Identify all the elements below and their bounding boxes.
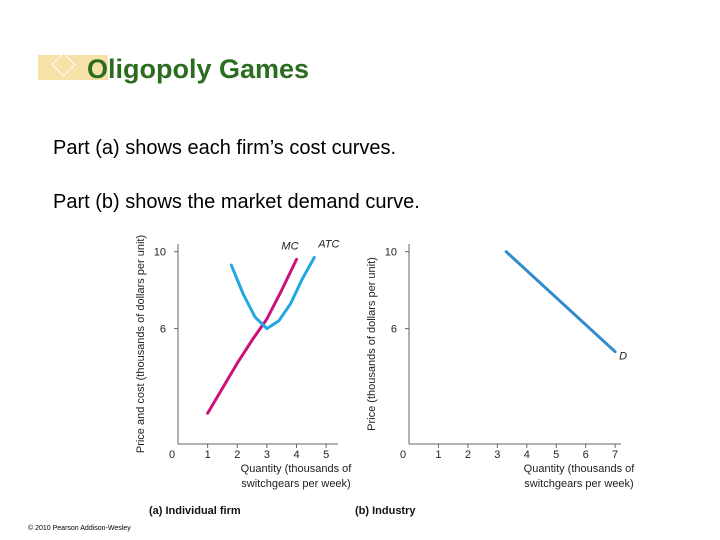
- ticks-industry: [405, 251, 616, 448]
- industry-panel-title: (b) Industry: [355, 505, 416, 517]
- industry-series-label-d: D: [619, 351, 627, 363]
- series-individual-firm: [206, 255, 316, 415]
- series-industry: [504, 250, 617, 354]
- individual-firm-x-tick-label-3: 3: [264, 449, 270, 461]
- industry-x-axis-title-line-1: Quantity (thousands of: [524, 463, 636, 475]
- individual-firm-y-tick-label-6: 6: [160, 324, 166, 336]
- industry-origin-label: 0: [400, 449, 406, 461]
- industry-y-tick-label-10: 10: [385, 247, 397, 259]
- individual-firm-series-mc-line: [206, 257, 299, 415]
- industry-y-axis-title: Price (thousands of dollars per unit): [366, 257, 378, 431]
- axes-individual-firm: [177, 244, 338, 445]
- copyright-note: © 2010 Pearson Addison-Wesley: [28, 525, 131, 532]
- individual-firm-y-axis-title: Price and cost (thousands of dollars per…: [135, 235, 147, 453]
- chart-individual-firm: 0 1 2 3 4 5 6 10 Price and cost (thousands of do…: [135, 235, 352, 517]
- individual-firm-x-tick-label-1: 1: [205, 449, 211, 461]
- individual-firm-x-tick-label-2: 2: [234, 449, 240, 461]
- individual-firm-y-tick-label-10: 10: [154, 247, 166, 259]
- industry-x-tick-label-6: 6: [583, 449, 589, 461]
- industry-x-tick-label-3: 3: [494, 449, 500, 461]
- individual-firm-x-axis-title-line-2: switchgears per week): [241, 478, 350, 490]
- individual-firm-origin-label: 0: [169, 449, 175, 461]
- industry-x-tick-label-1: 1: [435, 449, 441, 461]
- individual-firm-panel-title: (a) Individual firm: [149, 505, 241, 517]
- slide-title: Oligopoly Games: [87, 54, 310, 84]
- individual-firm-series-atc-line: [229, 255, 316, 331]
- individual-firm-x-tick-label-5: 5: [323, 449, 329, 461]
- individual-firm-x-tick-label-4: 4: [293, 449, 299, 461]
- industry-series-d-line: [504, 250, 617, 354]
- title-accent-bar: [38, 55, 108, 80]
- individual-firm-series-label-mc: MC: [281, 240, 298, 252]
- industry-x-tick-label-2: 2: [465, 449, 471, 461]
- labels-individual-firm: 0 1 2 3 4 5 6 10 Price and cost (thousands of do…: [135, 235, 352, 517]
- axes-industry: [408, 244, 621, 445]
- individual-firm-series-label-atc: ATC: [317, 238, 339, 250]
- labels-industry: 0 1 2 3 4 5 6 7 6 10 Price (thousands of dollars p…: [355, 247, 635, 517]
- industry-y-tick-label-6: 6: [391, 324, 397, 336]
- industry-x-tick-label-4: 4: [524, 449, 530, 461]
- chart-industry: 0 1 2 3 4 5 6 7 6 10 Price (thousands of dollars p…: [355, 244, 635, 517]
- bullet-demand-curve: Part (b) shows the market demand curve.: [53, 191, 420, 213]
- individual-firm-x-axis-title-line-1: Quantity (thousands of: [241, 463, 353, 475]
- ticks-individual-firm: [174, 251, 327, 448]
- bullet-cost-curves: Part (a) shows each firm’s cost curves.: [53, 137, 397, 159]
- industry-x-tick-label-7: 7: [612, 449, 618, 461]
- industry-x-axis-title-line-2: switchgears per week): [524, 478, 633, 490]
- industry-x-tick-label-5: 5: [553, 449, 559, 461]
